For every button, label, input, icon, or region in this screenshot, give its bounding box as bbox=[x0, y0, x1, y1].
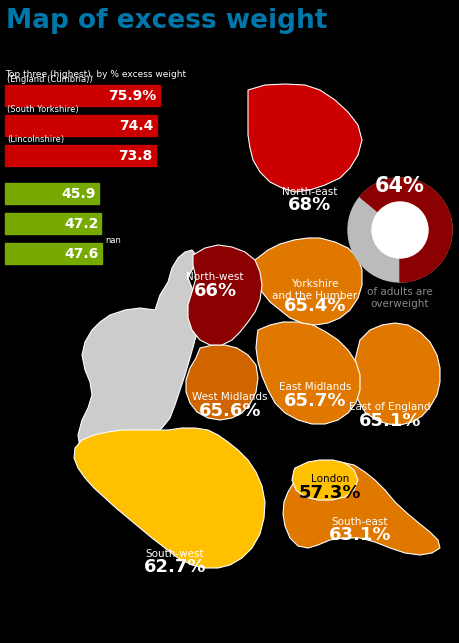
Polygon shape bbox=[78, 250, 205, 462]
Circle shape bbox=[371, 202, 427, 258]
Text: 65.6%: 65.6% bbox=[198, 401, 261, 419]
Text: (England (Cumbria)): (England (Cumbria)) bbox=[7, 75, 92, 84]
Polygon shape bbox=[254, 238, 361, 325]
Text: 47.6: 47.6 bbox=[65, 246, 99, 260]
Text: 47.2: 47.2 bbox=[64, 217, 98, 230]
Text: Yorkshire
and the Humber: Yorkshire and the Humber bbox=[272, 279, 357, 300]
Polygon shape bbox=[247, 84, 361, 192]
Text: 68%: 68% bbox=[288, 197, 331, 215]
Text: West Midlands: West Midlands bbox=[192, 392, 267, 402]
Text: (South Yorkshire): (South Yorkshire) bbox=[7, 105, 78, 114]
Text: nan: nan bbox=[105, 236, 121, 245]
Text: 65.1%: 65.1% bbox=[358, 412, 420, 430]
Text: London: London bbox=[310, 474, 348, 484]
Text: (Lincolnshire): (Lincolnshire) bbox=[7, 135, 64, 144]
Text: 62.7%: 62.7% bbox=[143, 559, 206, 577]
Text: 64%: 64% bbox=[374, 176, 424, 196]
Polygon shape bbox=[256, 322, 359, 424]
Text: 66%: 66% bbox=[193, 282, 236, 300]
Bar bbox=[5, 115, 157, 136]
Polygon shape bbox=[185, 345, 257, 420]
Text: Top three (highest), by % excess weight: Top three (highest), by % excess weight bbox=[5, 70, 186, 79]
Text: 63.1%: 63.1% bbox=[328, 527, 391, 545]
Text: East of England: East of England bbox=[348, 402, 430, 412]
Bar bbox=[5, 183, 98, 204]
Circle shape bbox=[392, 218, 406, 232]
Bar bbox=[5, 213, 101, 234]
Text: of adults are
overweight: of adults are overweight bbox=[366, 287, 432, 309]
Text: 73.8: 73.8 bbox=[118, 149, 152, 163]
Text: 65.4%: 65.4% bbox=[283, 297, 346, 315]
Bar bbox=[5, 145, 155, 166]
Ellipse shape bbox=[391, 234, 407, 254]
Bar bbox=[5, 243, 102, 264]
Polygon shape bbox=[291, 460, 357, 500]
Text: South-west: South-west bbox=[146, 549, 204, 559]
Wedge shape bbox=[359, 178, 451, 282]
Bar bbox=[5, 85, 159, 106]
Text: 45.9: 45.9 bbox=[61, 186, 95, 201]
Text: 65.7%: 65.7% bbox=[283, 392, 346, 410]
Text: South-east: South-east bbox=[331, 517, 387, 527]
Polygon shape bbox=[74, 428, 264, 568]
Text: 57.3%: 57.3% bbox=[298, 484, 360, 502]
Circle shape bbox=[347, 178, 451, 282]
Text: North-east: North-east bbox=[282, 187, 337, 197]
Text: 75.9%: 75.9% bbox=[108, 89, 157, 102]
Text: 74.4: 74.4 bbox=[119, 118, 153, 132]
Text: Map of excess weight: Map of excess weight bbox=[6, 8, 327, 34]
Polygon shape bbox=[188, 245, 262, 345]
Polygon shape bbox=[353, 323, 439, 425]
Text: East Midlands: East Midlands bbox=[278, 382, 350, 392]
Polygon shape bbox=[282, 462, 439, 555]
Text: North-west: North-west bbox=[186, 272, 243, 282]
